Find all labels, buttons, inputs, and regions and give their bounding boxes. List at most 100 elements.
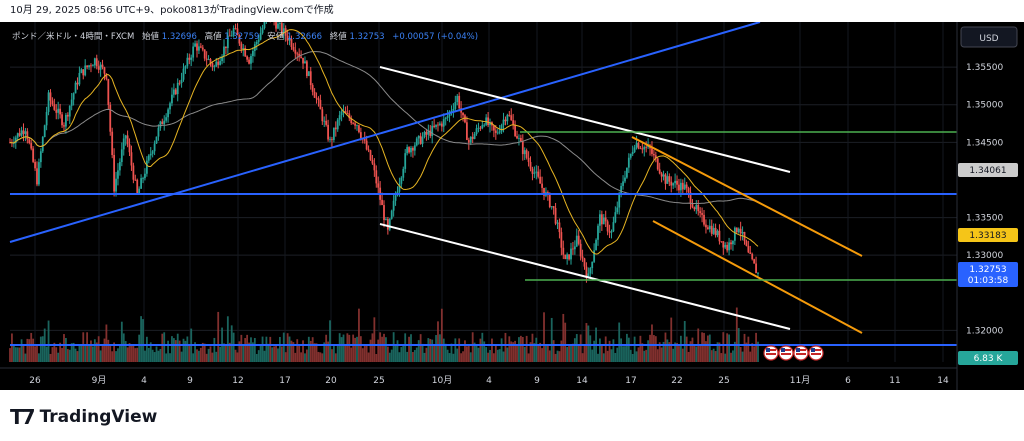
volume-bar <box>246 334 249 362</box>
candle-body <box>34 161 36 169</box>
flag-stripe <box>781 353 791 355</box>
candle-body <box>246 56 249 60</box>
volume-bar <box>602 353 605 362</box>
time-tick-label: 11月 <box>790 375 810 386</box>
candle-body <box>327 124 329 140</box>
volume-bar <box>273 346 276 362</box>
legend-open: 1.32696 <box>162 32 197 42</box>
volume-bar <box>280 346 283 362</box>
volume-bar <box>599 338 601 362</box>
candle-body <box>375 170 378 184</box>
candle-body <box>431 125 434 137</box>
candle-body <box>599 214 601 226</box>
candle-body <box>462 112 464 116</box>
candle-body <box>252 51 254 57</box>
volume-bar <box>674 342 677 362</box>
volume-bar <box>232 332 235 362</box>
candle-body <box>373 163 376 171</box>
candle-body <box>481 125 484 129</box>
volume-bar <box>228 342 231 362</box>
legend-change: +0.00057 (+0.04%) <box>392 32 478 42</box>
volume-bar <box>593 340 596 362</box>
volume-bar <box>724 353 727 362</box>
volume-bar <box>437 321 439 362</box>
flag-stripe <box>781 349 791 351</box>
candle-body <box>749 252 752 255</box>
candle-body <box>641 148 644 150</box>
candle-body <box>693 207 696 210</box>
volume-bar <box>475 344 478 362</box>
candle-body <box>70 99 73 106</box>
drawings <box>9 22 957 346</box>
volume-bar <box>144 350 146 362</box>
candle-body <box>63 125 65 127</box>
candle-body <box>138 188 141 194</box>
volume-bar <box>176 333 179 362</box>
candle-body <box>300 56 303 58</box>
volume-bar <box>452 353 455 362</box>
economic-events[interactable] <box>763 345 824 361</box>
currency-label[interactable]: USD <box>979 34 998 44</box>
volume-bar <box>192 353 195 362</box>
volume-bar <box>120 321 123 362</box>
us-flag-event-icon[interactable] <box>778 345 794 361</box>
candle-body <box>385 219 387 220</box>
candle-body <box>292 46 295 50</box>
volume-bar <box>334 353 337 362</box>
volume-bar <box>629 349 632 362</box>
candle-body <box>280 23 283 34</box>
price-axis[interactable]: 1.35500 1.35000 1.34500 1.33500 1.33000 1.320… <box>956 22 1024 390</box>
price-tick-label: 1.33000 <box>966 251 1003 261</box>
legend-close: 1.32753 <box>349 32 384 42</box>
candle-body <box>278 23 281 24</box>
us-flag-event-icon[interactable] <box>763 345 779 361</box>
candle-body <box>174 89 177 95</box>
flag-canton <box>796 348 800 352</box>
volume-bars <box>9 307 759 362</box>
volume-bar <box>510 341 513 362</box>
flag-canton <box>811 348 815 352</box>
time-tick-label: 25 <box>373 376 384 386</box>
legend-high: 1.32759 <box>224 32 259 42</box>
volume-bar <box>163 332 166 362</box>
last-price-tag-bg <box>958 262 1018 287</box>
volume-bar <box>446 349 449 362</box>
chart-area[interactable]: 26 9月 4 9 12 17 20 25 10月 4 9 14 17 22 25 11月 6 11 14 1.35… <box>0 22 1024 390</box>
currency-button[interactable]: USD <box>960 26 1018 48</box>
volume-bar <box>419 334 422 362</box>
volume-bar <box>124 341 127 362</box>
volume-bar <box>728 334 730 362</box>
volume-bar <box>483 341 486 362</box>
ma-long-price-tag-text: 1.34061 <box>969 166 1006 176</box>
volume-bar <box>386 346 389 362</box>
candle-body <box>14 137 17 144</box>
candle-body <box>147 155 150 161</box>
candle-body <box>629 153 632 158</box>
candle-body <box>645 146 648 148</box>
volume-bar <box>286 333 289 362</box>
volume-bar <box>70 343 73 362</box>
candle-body <box>346 113 349 114</box>
us-flag-event-icon[interactable] <box>793 345 809 361</box>
volume-bar <box>136 347 139 362</box>
volume-bar <box>169 353 171 362</box>
volume-bar <box>122 333 125 362</box>
volume-bar <box>219 346 222 362</box>
candle-body <box>198 46 200 51</box>
time-axis[interactable]: 26 9月 4 9 12 17 20 25 10月 4 9 14 17 22 25 11月 6 11 14 <box>0 367 957 386</box>
volume-bar <box>315 343 318 362</box>
candle-body <box>161 121 164 125</box>
price-chart[interactable]: 26 9月 4 9 12 17 20 25 10月 4 9 14 17 22 25 11月 6 11 14 1.35… <box>0 22 1024 390</box>
volume-bar <box>614 352 617 362</box>
header-text: 10月 29, 2025 08:56 UTC+9、poko0813がTradin… <box>10 5 334 16</box>
tradingview-logo[interactable]: T7 TradingView <box>10 405 157 429</box>
candle-body <box>710 225 713 234</box>
candle-body <box>635 143 638 148</box>
price-axis-bg <box>957 22 1024 390</box>
volume-bar <box>458 338 461 362</box>
candle-body <box>712 227 715 234</box>
ma-short-price-tag: 1.33183 <box>958 228 1018 242</box>
volume-bar <box>733 341 736 362</box>
us-flag-event-icon[interactable] <box>808 345 824 361</box>
volume-bar <box>304 353 306 362</box>
